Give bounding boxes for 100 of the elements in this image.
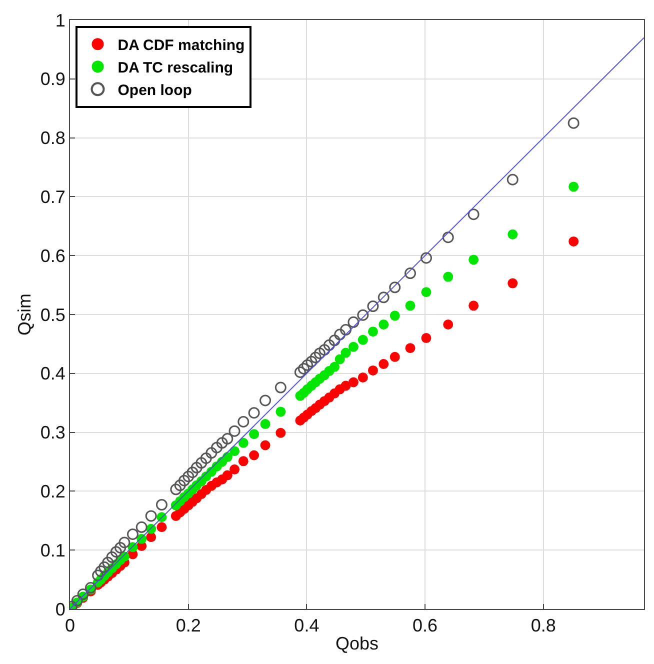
- point: [389, 282, 401, 294]
- point: [276, 428, 286, 438]
- point: [146, 532, 156, 542]
- y-tick-label: 0.8: [40, 128, 66, 148]
- point: [310, 352, 322, 364]
- point: [248, 407, 260, 419]
- y-tick-label: 0.2: [40, 482, 66, 502]
- point: [568, 117, 580, 129]
- point: [358, 372, 368, 383]
- point: [420, 252, 432, 264]
- y-tick-label: 0.5: [40, 304, 66, 325]
- point: [378, 320, 389, 330]
- point: [302, 359, 314, 371]
- y-tick-label: 0.1: [40, 540, 66, 560]
- y-tick-label: 0.4: [40, 364, 66, 384]
- point: [98, 561, 110, 573]
- point: [156, 522, 167, 532]
- point: [405, 343, 416, 354]
- point: [348, 316, 360, 328]
- point: [328, 334, 340, 346]
- y-tick-label: 0.3: [40, 422, 66, 443]
- y-tick-label: 1: [55, 10, 66, 30]
- y-axis-title: Qsim: [14, 294, 35, 336]
- legend-label: Open loop: [118, 82, 192, 99]
- point: [84, 582, 96, 594]
- y-tick-label: 0.9: [40, 69, 66, 90]
- point: [508, 278, 518, 288]
- point: [249, 429, 260, 440]
- point: [348, 377, 358, 388]
- point: [222, 470, 232, 480]
- y-tick-label: 0.7: [40, 187, 66, 207]
- point: [368, 365, 378, 376]
- point: [170, 484, 182, 496]
- point: [421, 287, 432, 298]
- point: [230, 446, 240, 456]
- point: [323, 339, 335, 351]
- point: [340, 380, 351, 391]
- point: [314, 348, 326, 360]
- point: [102, 556, 114, 568]
- point: [508, 229, 518, 240]
- point: [404, 268, 416, 280]
- point: [249, 450, 260, 460]
- point: [211, 442, 222, 454]
- point: [568, 182, 579, 192]
- point: [114, 542, 126, 554]
- point: [568, 236, 579, 246]
- point: [468, 208, 480, 220]
- point: [405, 300, 416, 311]
- x-tick-label: 0.6: [412, 616, 438, 636]
- point: [110, 546, 122, 558]
- point: [298, 362, 310, 374]
- point: [260, 394, 272, 406]
- point: [106, 551, 118, 563]
- x-tick-label: 0.8: [530, 616, 556, 636]
- point: [442, 232, 454, 244]
- point: [294, 366, 306, 378]
- point: [95, 566, 107, 578]
- point: [340, 324, 352, 336]
- point: [306, 356, 318, 368]
- point: [468, 254, 479, 265]
- point: [145, 510, 157, 522]
- point: [92, 570, 104, 582]
- point: [196, 457, 208, 469]
- point: [334, 354, 345, 364]
- point: [230, 464, 240, 474]
- point: [126, 528, 138, 540]
- point: [174, 480, 186, 492]
- point: [182, 470, 194, 482]
- point: [468, 300, 479, 311]
- point: [228, 425, 240, 437]
- point: [378, 292, 390, 304]
- point: [443, 272, 454, 282]
- y-tick-label: 0: [55, 599, 66, 620]
- point: [421, 333, 432, 344]
- point: [368, 326, 378, 337]
- point: [357, 309, 369, 321]
- y-tick-label: 0.6: [40, 246, 66, 266]
- point: [238, 438, 248, 448]
- x-axis-title: Qobs: [335, 634, 379, 654]
- point: [367, 300, 379, 312]
- point: [77, 588, 89, 600]
- point: [358, 334, 368, 345]
- point: [260, 440, 270, 450]
- point: [190, 462, 202, 474]
- point: [118, 536, 130, 548]
- point: [156, 499, 168, 510]
- point: [506, 174, 518, 186]
- point: [200, 452, 212, 464]
- point: [334, 328, 346, 340]
- point: [340, 348, 351, 358]
- point: [136, 521, 148, 533]
- point: [216, 437, 228, 449]
- point: [206, 447, 218, 459]
- point: [238, 456, 248, 466]
- legend-label: DA CDF matching: [118, 36, 245, 54]
- legend-label: DA TC rescaling: [118, 59, 234, 76]
- point: [178, 474, 190, 486]
- point: [348, 342, 358, 352]
- x-tick-label: 0.2: [176, 616, 201, 636]
- point: [186, 466, 198, 478]
